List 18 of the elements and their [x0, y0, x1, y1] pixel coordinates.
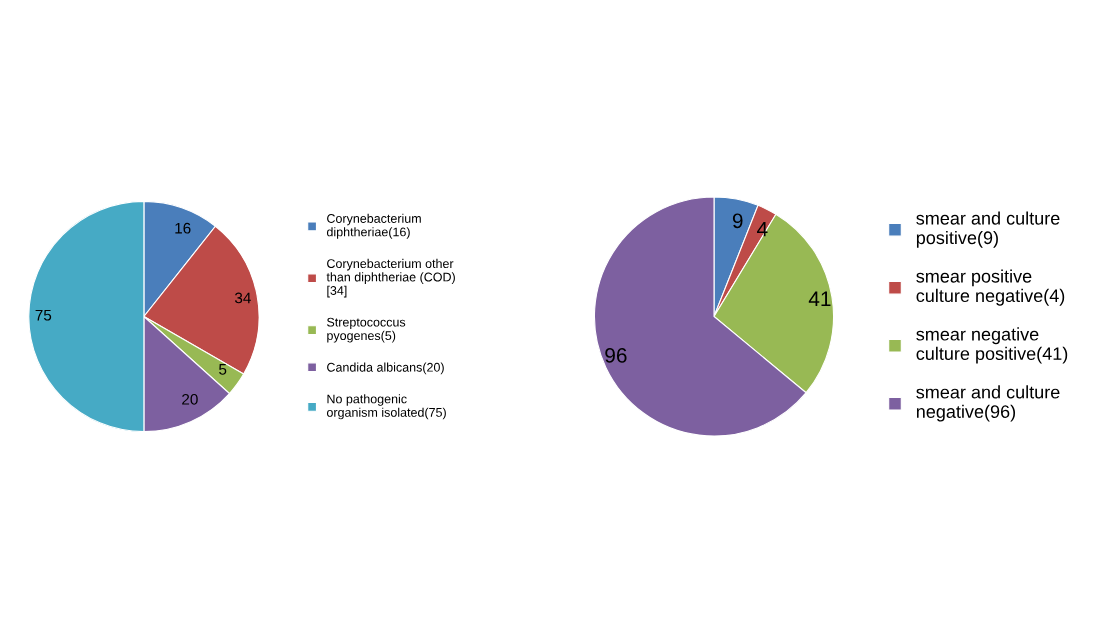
legend-label: smear positive culture negative(4) [916, 269, 1065, 306]
legend-label: Corynebacterium diphtheriae(16) [326, 213, 421, 239]
legend-label: smear and culture positive(9) [916, 211, 1060, 248]
data-label: 96 [605, 348, 627, 363]
legend-label: Candida albicans(20) [327, 362, 444, 375]
data-label: 4 [757, 221, 768, 237]
legend-label: smear and culture negative(96) [916, 385, 1060, 422]
data-label: 41 [808, 291, 831, 306]
data-label: 16 [175, 222, 191, 234]
data-label: 20 [182, 393, 198, 405]
legend-label: No pathogenic organism isolated(75) [326, 394, 446, 420]
legend-label: Corynebacterium other than diphtheriae (COD) [34] [326, 258, 455, 298]
data-label: 75 [35, 309, 52, 321]
legend-label: Streptococcus pyogenes(5) [327, 317, 406, 343]
data-label: 5 [219, 364, 227, 375]
legend-label: smear negative culture positive(41) [916, 327, 1068, 364]
data-label: 9 [732, 213, 743, 229]
data-label: 34 [234, 292, 251, 304]
